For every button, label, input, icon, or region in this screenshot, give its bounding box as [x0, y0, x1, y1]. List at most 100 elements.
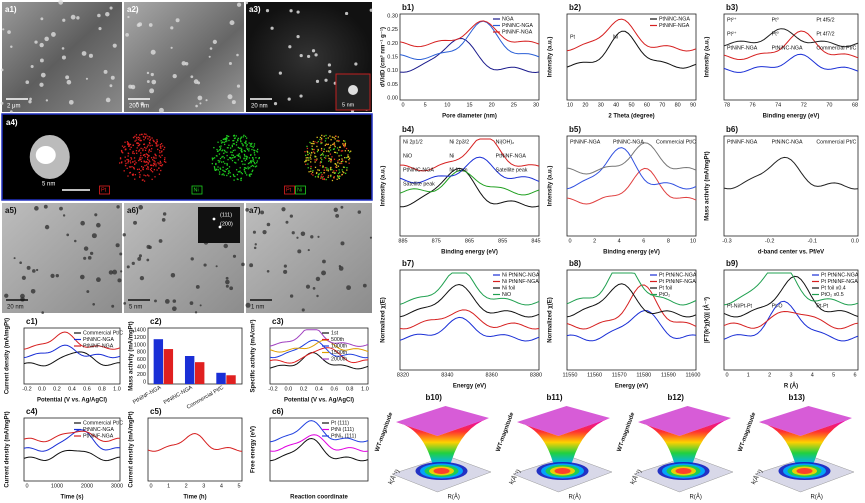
map-pixel	[245, 140, 247, 142]
map-pixel	[136, 168, 139, 171]
particle	[36, 268, 39, 272]
fft-label: (111)	[220, 212, 232, 218]
map-pixel	[233, 137, 236, 140]
inset-scale-label: 5 nm	[342, 102, 355, 108]
map-pixel	[152, 165, 155, 167]
wt-contour	[554, 468, 571, 474]
particle	[65, 75, 70, 80]
map-pixel	[249, 175, 251, 177]
y-axis-label: Intensity (a.u.)	[548, 37, 554, 78]
map-pixel	[322, 178, 324, 180]
particle	[136, 23, 141, 28]
map-pixel	[329, 149, 332, 151]
particle	[105, 11, 110, 17]
particle	[109, 6, 113, 10]
particle	[354, 62, 358, 66]
map-pixel	[139, 159, 141, 161]
map-pixel	[337, 172, 340, 175]
y-axis-label: Current density (mA/mgPt)	[129, 411, 135, 487]
particle	[291, 231, 295, 235]
curve	[566, 284, 697, 330]
map-pixel	[150, 167, 153, 169]
particle	[307, 248, 310, 252]
map-pixel	[153, 163, 156, 165]
particle	[299, 94, 303, 98]
map-pixel	[343, 172, 345, 174]
x-tick-label: 78	[724, 102, 730, 108]
x-tick-label: 865	[465, 238, 474, 244]
map-pixel	[310, 142, 312, 145]
map-pixel	[239, 167, 241, 169]
particle	[126, 265, 130, 269]
map-pixel	[120, 150, 123, 152]
map-pixel	[142, 149, 144, 152]
particle	[140, 102, 145, 106]
particle	[148, 23, 153, 27]
map-pixel	[319, 164, 321, 167]
x-tick-label: 11570	[612, 372, 627, 378]
map-pixel	[333, 151, 336, 153]
scale-bar-label: 20 nm	[251, 104, 268, 110]
x-axis-label: Potential (V vs. Ag/AgCl)	[37, 398, 107, 404]
y-tick-label: 0.20	[387, 41, 398, 47]
x-tick-label: -0.2	[765, 238, 774, 244]
annotation: Pt⁰	[772, 30, 779, 37]
map-pixel	[338, 140, 340, 142]
particle	[170, 26, 174, 30]
map-pixel	[234, 149, 236, 151]
map-pixel	[326, 169, 328, 171]
particle	[262, 229, 267, 235]
x-tick-label: 0.6	[83, 386, 91, 392]
wt-surface	[759, 418, 852, 472]
map-pixel	[244, 150, 247, 152]
map-pixel	[154, 154, 157, 156]
map-pixel	[320, 141, 322, 143]
map-pixel	[159, 160, 161, 163]
x-tick-label: 4	[220, 483, 223, 489]
map-pixel	[146, 153, 149, 156]
map-pixel	[134, 140, 136, 142]
map-pixel	[227, 158, 229, 161]
particle	[58, 0, 64, 5]
map-cell	[281, 116, 371, 198]
map-pixel	[164, 157, 166, 159]
map-pixel	[158, 163, 160, 165]
particle	[328, 70, 332, 74]
map-pixel	[242, 136, 244, 138]
map-pixel	[121, 145, 124, 147]
map-pixel	[219, 149, 221, 151]
x-tick-label: 11550	[563, 372, 578, 378]
map-pixel	[333, 158, 336, 160]
curve	[399, 170, 540, 196]
bar-blue	[184, 356, 195, 384]
map-pixel	[219, 146, 221, 148]
map-pixel	[314, 176, 317, 178]
particle	[283, 264, 287, 268]
map-pixel	[342, 171, 344, 173]
map-pixel	[139, 143, 141, 146]
map-pixel	[146, 168, 148, 170]
map-pixel	[333, 177, 335, 179]
map-pixel	[155, 157, 157, 159]
x-tick-label: 50	[628, 102, 634, 108]
map-pixel	[239, 170, 241, 172]
map-pixel	[243, 167, 246, 169]
panel: a7) 1 nm	[245, 203, 372, 313]
map-pixel	[314, 161, 316, 163]
y-tick-label: 0.30	[387, 13, 398, 19]
map-pixel	[310, 154, 312, 156]
y-axis-label: Intensity (a.u.)	[705, 37, 711, 78]
map-pixel	[331, 179, 334, 182]
map-pixel	[143, 139, 145, 141]
map-pixel	[214, 167, 216, 169]
particle	[296, 34, 300, 39]
map-pixel	[232, 154, 235, 156]
particle	[254, 243, 257, 246]
map-pixel	[319, 138, 321, 141]
fft-label: (200)	[220, 221, 233, 227]
map-pixel	[150, 170, 153, 172]
map-pixel	[317, 140, 319, 143]
x-axis-label: Binding energy (eV)	[603, 250, 660, 256]
map-pixel	[123, 170, 125, 172]
